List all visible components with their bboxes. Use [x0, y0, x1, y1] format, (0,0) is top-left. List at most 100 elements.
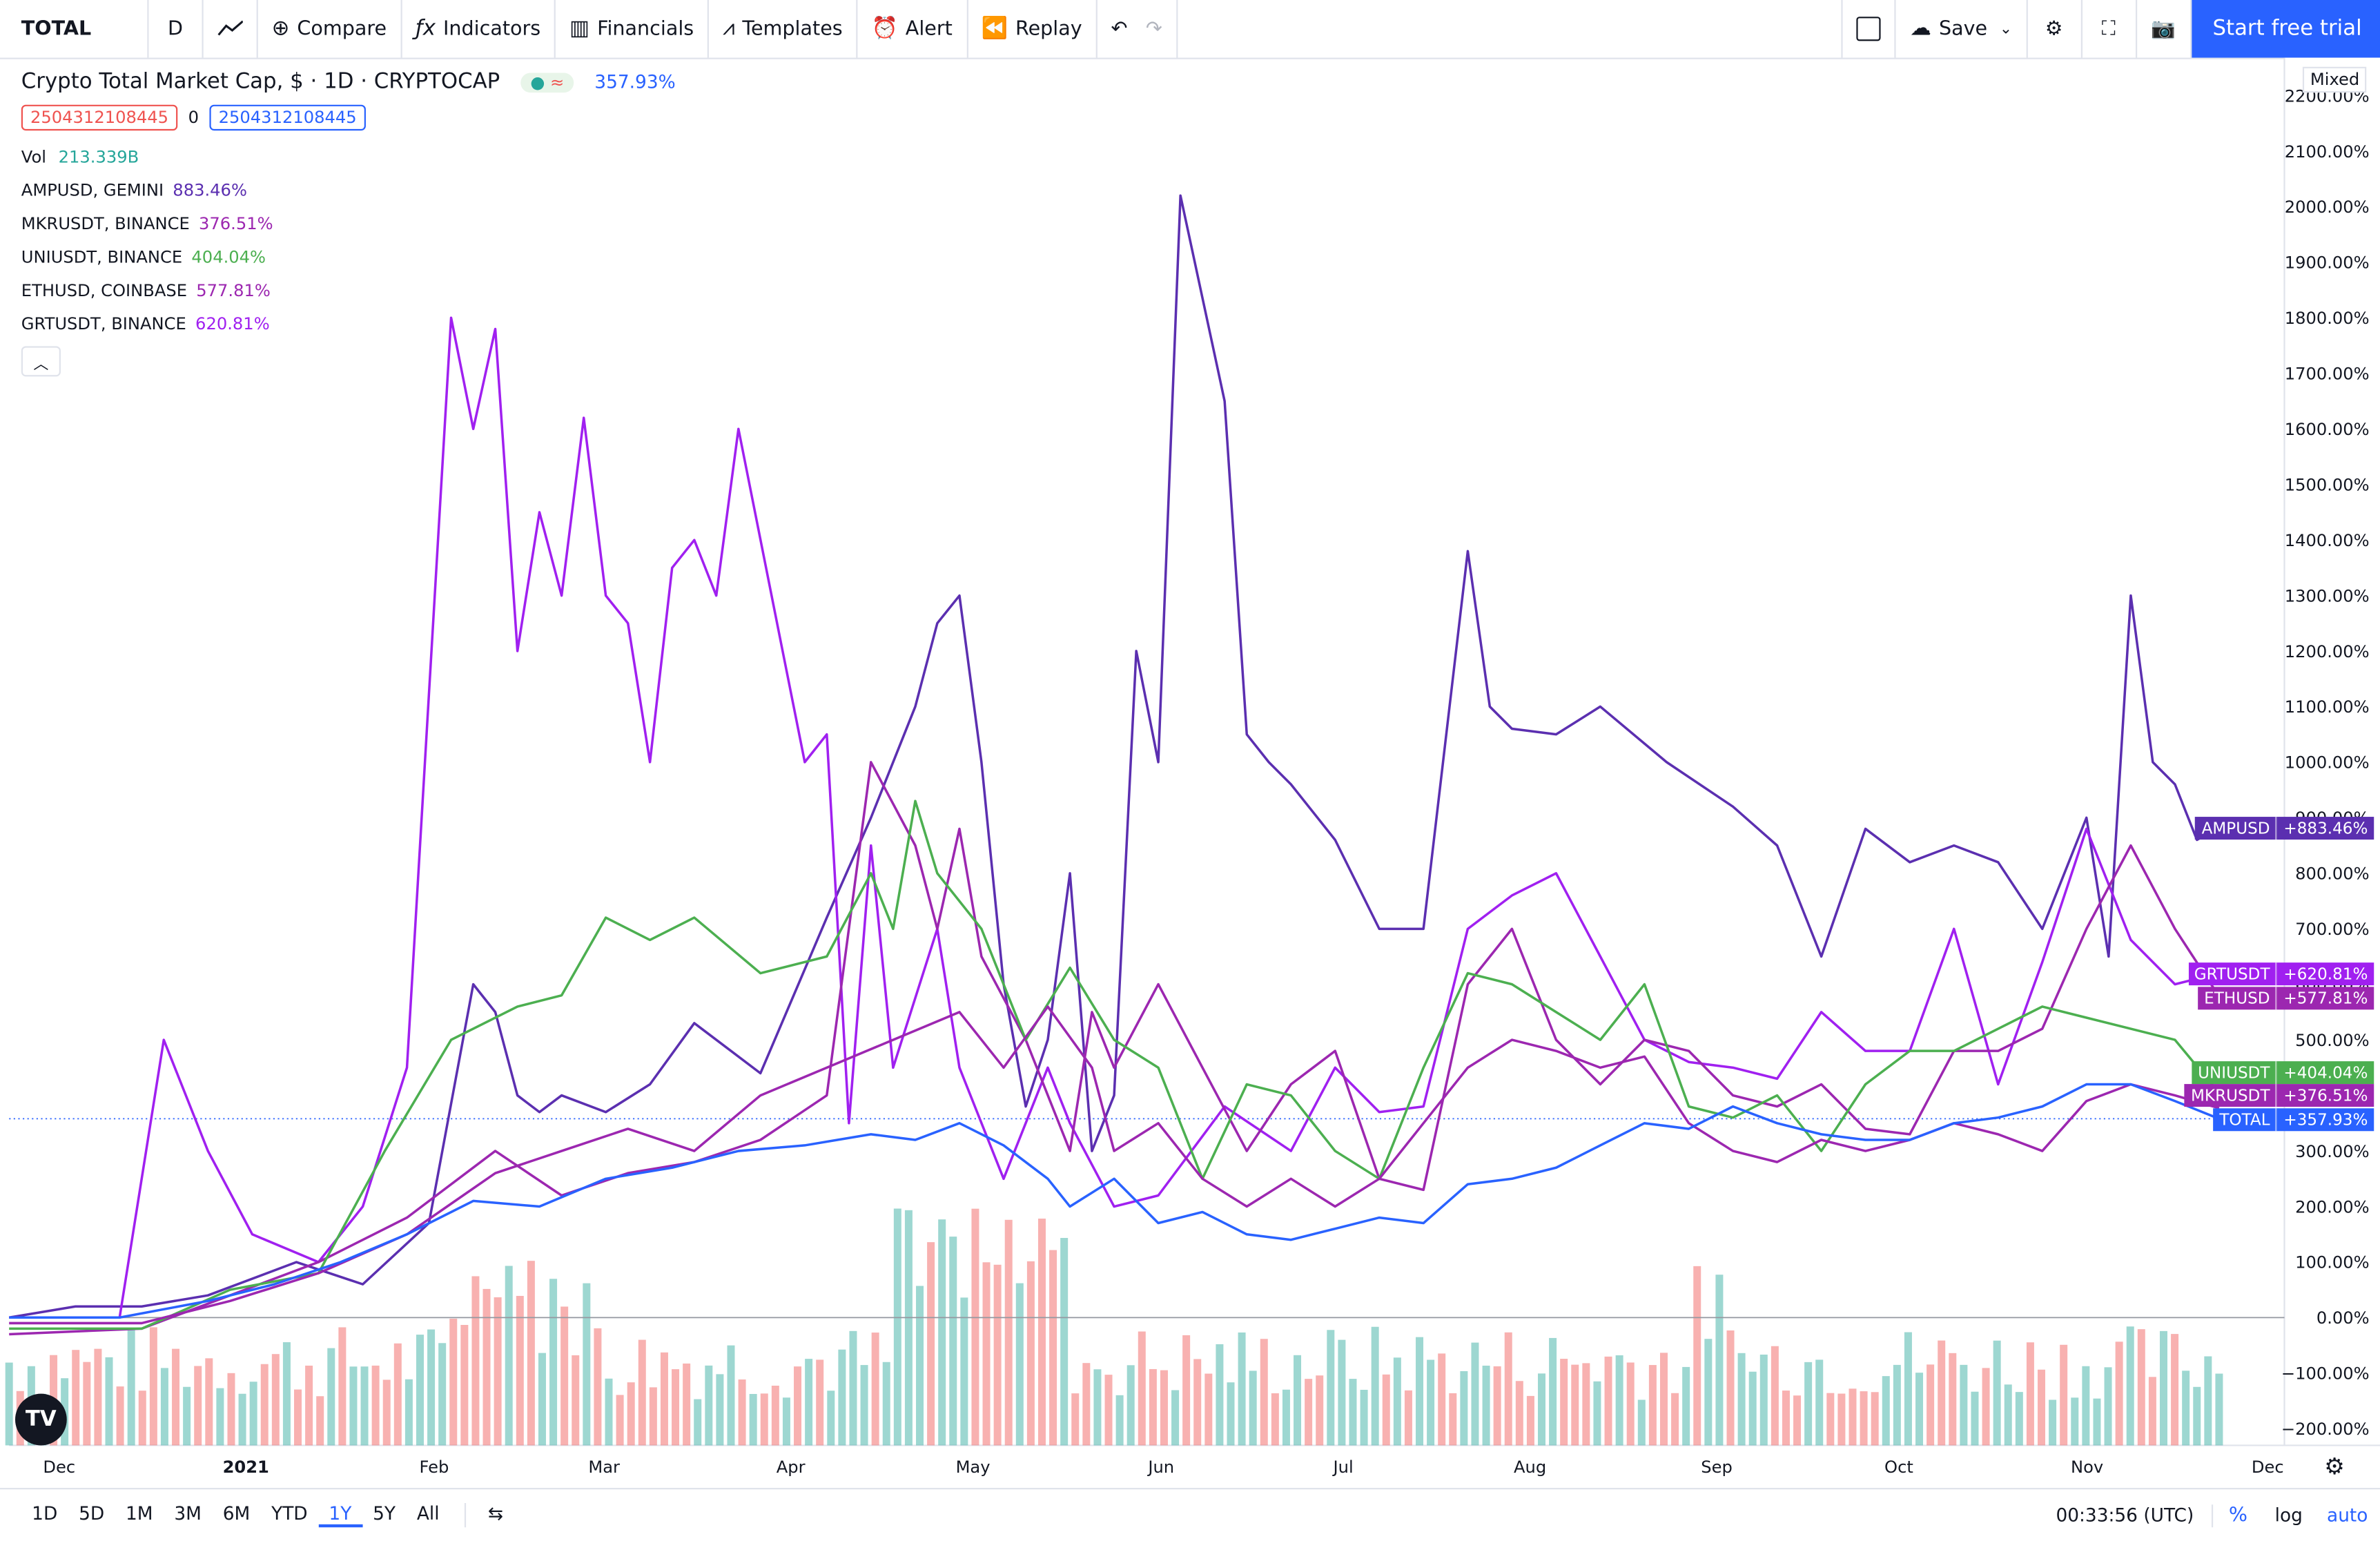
time-axis[interactable]: Dec 2021 Feb Mar Apr May Jun Jul Aug Sep Oct Nov Dec…: [43, 1453, 2344, 1480]
volume-bar: [1193, 1359, 1202, 1446]
x-tick-label: Sep: [1701, 1457, 1733, 1477]
fullscreen-button[interactable]: ⛶: [2082, 0, 2137, 58]
redo-icon[interactable]: ↷: [1145, 17, 1162, 41]
volume-bar: [1982, 1368, 1990, 1446]
volume-bar: [404, 1379, 413, 1446]
volume-bar: [1593, 1381, 1601, 1446]
legend-row-ethusd[interactable]: ETHUSD, COINBASE 577.81%: [21, 273, 676, 307]
percent-toggle[interactable]: %: [2212, 1504, 2263, 1527]
volume-bar: [549, 1279, 558, 1446]
market-status-badge[interactable]: ● ≈: [521, 72, 574, 93]
range-1m[interactable]: 1M: [125, 1503, 153, 1524]
volume-bar: [827, 1391, 835, 1446]
volume-bar: [782, 1397, 790, 1446]
volume-bar: [583, 1283, 591, 1446]
range-all[interactable]: All: [416, 1503, 440, 1524]
volume-bar: [938, 1219, 946, 1446]
price-tag-mkrusdt[interactable]: MKRUSDT +376.51%: [2185, 1084, 2374, 1107]
volume-bar: [572, 1355, 580, 1446]
log-toggle[interactable]: log: [2274, 1504, 2303, 1526]
alarm-clock-icon: ⏰: [871, 17, 898, 41]
save-button[interactable]: ☁ Save ⌄: [1896, 0, 2028, 58]
date-range-calendar-icon[interactable]: ⇆: [465, 1503, 514, 1528]
price-tag-ethusd[interactable]: ETHUSD +577.81%: [2198, 987, 2374, 1010]
volume-bar: [1504, 1332, 1512, 1446]
volume-bar: [5, 1362, 13, 1446]
volume-bar: [1371, 1326, 1379, 1446]
bottom-right: 00:33:56 (UTC) % log auto: [2056, 1504, 2380, 1527]
indicators-label: Indicators: [442, 17, 541, 41]
chart-type-button[interactable]: [204, 0, 258, 58]
volume-bar: [1515, 1381, 1523, 1446]
volume-bar: [1093, 1369, 1102, 1446]
price-tag-name: UNIUSDT: [2192, 1061, 2276, 1085]
range-6m[interactable]: 6M: [222, 1503, 251, 1524]
legend-row-name: AMPUSD, GEMINI: [21, 180, 164, 200]
volume-bar: [482, 1288, 491, 1446]
legend-row-uniusdt[interactable]: UNIUSDT, BINANCE 404.04%: [21, 240, 676, 273]
y-tick-label: 200.00%: [2295, 1197, 2370, 1217]
volume-bar: [471, 1276, 480, 1446]
volume-bar: [371, 1365, 380, 1446]
legend-row-mkrusdt[interactable]: MKRUSDT, BINANCE 376.51%: [21, 206, 676, 240]
range-1y[interactable]: 1Y: [318, 1503, 362, 1528]
spread-value: 0: [188, 107, 199, 127]
price-tag-uniusdt[interactable]: UNIUSDT +404.04%: [2192, 1061, 2374, 1085]
range-3m[interactable]: 3M: [174, 1503, 202, 1524]
clock[interactable]: 00:33:56 (UTC): [2056, 1504, 2194, 1526]
templates-label: Templates: [742, 17, 843, 41]
legend-row-ampusd[interactable]: AMPUSD, GEMINI 883.46%: [21, 173, 676, 206]
templates-button[interactable]: ⩘ Templates: [709, 0, 858, 58]
range-5y[interactable]: 5Y: [373, 1503, 396, 1524]
volume-bar: [183, 1386, 191, 1446]
x-tick-label: Jun: [1147, 1457, 1174, 1477]
axis-settings-gear-icon[interactable]: ⚙: [2324, 1453, 2345, 1480]
volume-bar: [1049, 1250, 1057, 1446]
mixed-label[interactable]: Mixed: [2302, 66, 2368, 93]
buy-box[interactable]: 2504312108445: [209, 104, 366, 130]
price-tag-grtusdt[interactable]: GRTUSDT +620.81%: [2187, 962, 2374, 986]
range-5d[interactable]: 5D: [79, 1503, 105, 1524]
undo-icon[interactable]: ↶: [1111, 17, 1128, 41]
auto-toggle[interactable]: auto: [2327, 1504, 2368, 1526]
replay-label: Replay: [1015, 17, 1082, 41]
snapshot-button[interactable]: 📷: [2137, 0, 2192, 58]
tradingview-logo-icon[interactable]: TV: [14, 1393, 67, 1446]
layout-button[interactable]: [1842, 0, 1897, 58]
series-lines: [8, 194, 2285, 1336]
x-tick-label: Aug: [1514, 1457, 1546, 1477]
range-ytd[interactable]: YTD: [271, 1503, 308, 1524]
legend-row-grtusdt[interactable]: GRTUSDT, BINANCE 620.81%: [21, 307, 676, 340]
series-line-ampusd: [8, 194, 2220, 1319]
volume-bar: [871, 1333, 879, 1446]
start-trial-button[interactable]: Start free trial: [2191, 0, 2380, 58]
y-tick-label: 300.00%: [2295, 1142, 2370, 1161]
price-tag-ampusd[interactable]: AMPUSD +883.46%: [2195, 817, 2374, 840]
volume-bar: [1216, 1344, 1224, 1446]
volume-bar: [1648, 1365, 1657, 1446]
volume-bar: [672, 1369, 680, 1446]
volume-bar: [360, 1366, 369, 1446]
alert-button[interactable]: ⏰ Alert: [858, 0, 968, 58]
collapse-legend-button[interactable]: ︿: [21, 346, 61, 377]
volume-bar: [1416, 1337, 1424, 1446]
price-tag-name: ETHUSD: [2198, 987, 2276, 1010]
volume-bar: [1204, 1373, 1213, 1446]
settings-button[interactable]: ⚙: [2027, 0, 2082, 58]
price-axis[interactable]: 2200.00%2100.00%2000.00%1900.00%1800.00%…: [2281, 86, 2370, 1439]
x-tick-label: May: [956, 1457, 991, 1477]
replay-button[interactable]: ⏪ Replay: [968, 0, 1098, 58]
interval-button[interactable]: D: [149, 0, 204, 58]
compare-button[interactable]: ⊕ Compare: [258, 0, 402, 58]
sell-box[interactable]: 2504312108445: [21, 104, 178, 130]
volume-bar: [1860, 1391, 1868, 1446]
range-1d[interactable]: 1D: [32, 1503, 58, 1524]
financials-button[interactable]: ▥ Financials: [556, 0, 710, 58]
volume-bar: [1360, 1389, 1368, 1446]
symbol-search[interactable]: TOTAL: [0, 0, 149, 58]
gear-icon: ⚙: [2045, 17, 2063, 41]
price-tag-total[interactable]: TOTAL +357.93%: [2213, 1108, 2374, 1132]
indicators-button[interactable]: ƒx Indicators: [402, 0, 556, 58]
volume-bar: [893, 1208, 901, 1446]
